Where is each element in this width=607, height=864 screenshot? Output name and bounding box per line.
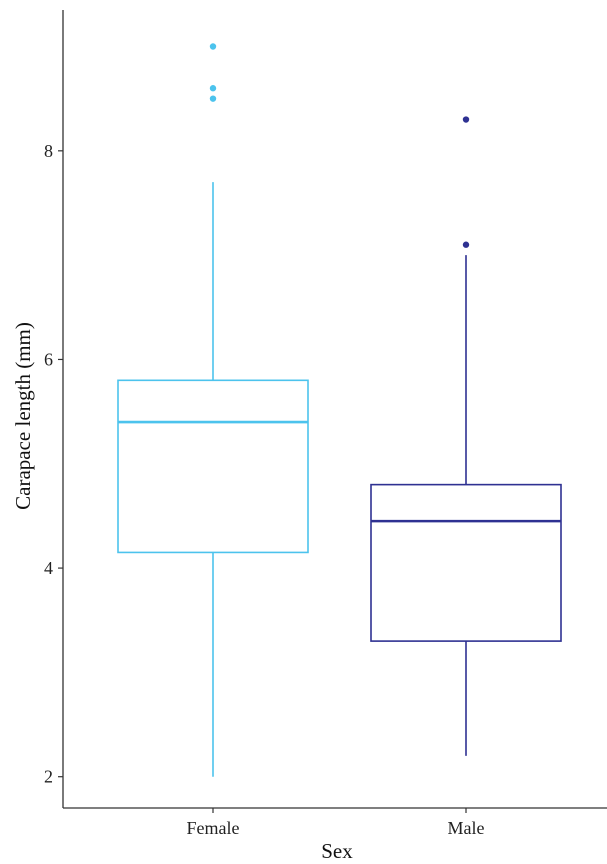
outlier-point-female-3	[209, 43, 217, 50]
outlier-point-male-2	[462, 116, 470, 123]
y-tick-label-8: 8	[44, 141, 53, 161]
y-tick-label-4: 4	[44, 558, 53, 578]
iqr-box-female	[117, 379, 309, 554]
y-tick-label-2: 2	[44, 767, 53, 787]
plot-area	[117, 43, 562, 777]
x-axis-ticks: Female Male	[187, 808, 485, 838]
box-group-male	[370, 116, 562, 756]
x-axis-title: Sex	[321, 839, 353, 863]
x-tick-label-female: Female	[187, 818, 240, 838]
outlier-point-female-2	[209, 85, 217, 92]
axes: 2 4 6 8 Female Male	[44, 10, 607, 838]
outlier-point-female-1	[209, 95, 217, 102]
x-tick-label-male: Male	[448, 818, 485, 838]
iqr-box-male	[370, 483, 562, 642]
box-group-female	[117, 43, 309, 777]
outlier-point-male-1	[462, 241, 470, 248]
y-axis-title: Carapace length (mm)	[11, 322, 35, 510]
y-axis-ticks: 2 4 6 8	[44, 141, 63, 787]
y-tick-label-6: 6	[44, 349, 53, 369]
